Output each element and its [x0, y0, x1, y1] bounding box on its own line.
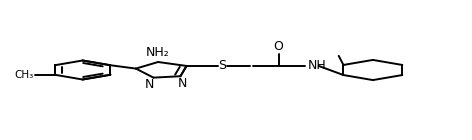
Text: N: N — [145, 78, 154, 91]
Text: CH₃: CH₃ — [14, 70, 34, 80]
Text: N: N — [178, 77, 187, 90]
Text: NH₂: NH₂ — [146, 46, 170, 60]
Text: NH: NH — [308, 60, 327, 72]
Text: O: O — [274, 40, 284, 53]
Text: S: S — [218, 60, 226, 72]
